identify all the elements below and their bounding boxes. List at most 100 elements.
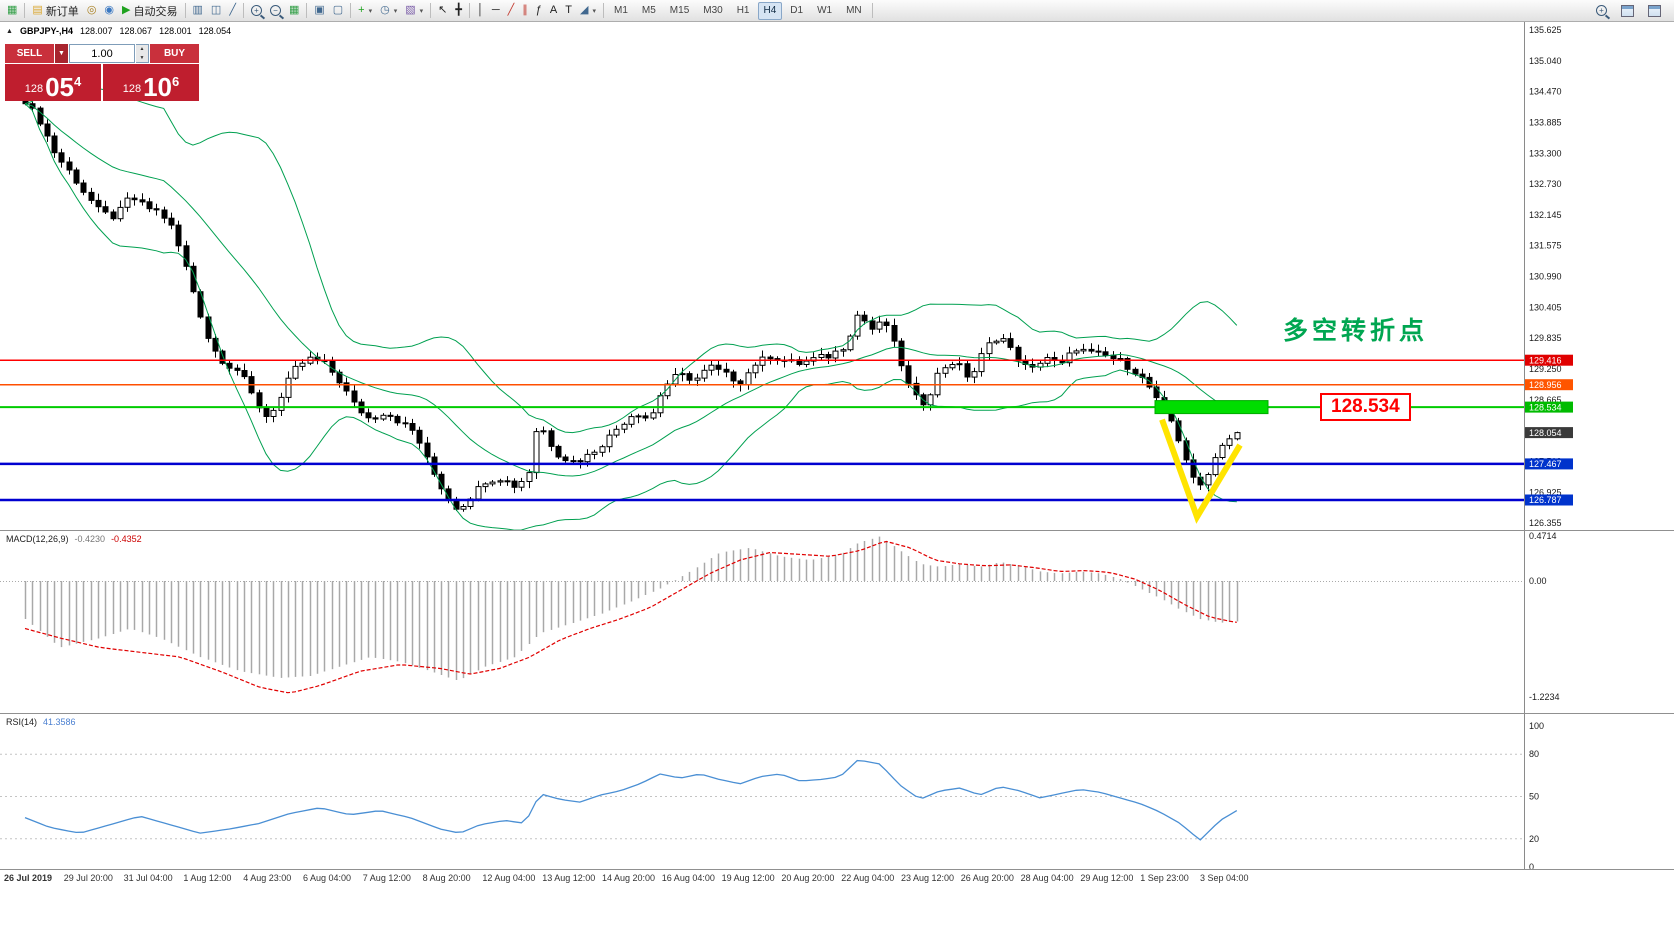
- fibonacci-button[interactable]: ƒ: [532, 1, 546, 21]
- arrange-windows-icon[interactable]: ▣: [310, 1, 328, 21]
- volume-increase-button[interactable]: ▲: [139, 46, 145, 53]
- time-axis-label: 23 Aug 12:00: [901, 873, 955, 883]
- new-order-button-label: 新订单: [45, 5, 79, 18]
- price-axis-label: 131.575: [1529, 240, 1562, 250]
- timeframe-h4[interactable]: H4: [757, 1, 783, 20]
- equidistant-channel-button[interactable]: ∥: [518, 1, 532, 21]
- price-tag-label: 127.467: [1529, 459, 1562, 469]
- window-list-button[interactable]: [1644, 1, 1665, 21]
- vertical-line-button[interactable]: │: [473, 1, 488, 21]
- volume-input[interactable]: 1.00: [69, 44, 135, 63]
- macd-main-value: -0.4230: [74, 534, 106, 544]
- timeframe-m15[interactable]: M15: [669, 4, 690, 16]
- rsi-axis[interactable]: 100 80 50 20 0: [1524, 714, 1545, 870]
- dropdown-arrow-icon: ▾: [419, 7, 424, 15]
- macd-histogram: [24, 536, 1239, 680]
- profiles-button[interactable]: ◷ ▾: [376, 1, 401, 21]
- chart-line-icon[interactable]: ╱: [225, 1, 240, 21]
- timeframe-m5[interactable]: M5: [641, 4, 656, 16]
- time-axis-label: 7 Aug 12:00: [362, 873, 411, 883]
- candlestick-chart[interactable]: 135.625 135.040 134.470 133.885 133.300 132.7…: [0, 22, 1674, 530]
- sell-price-big: 05: [45, 71, 75, 102]
- toolbar-separator: [184, 3, 186, 18]
- chart-bars-icon[interactable]: ▥: [189, 1, 207, 21]
- terminal-icon[interactable]: ▦: [3, 1, 21, 21]
- templates-icon: ▧: [405, 4, 416, 16]
- macd-axis[interactable]: 0.4714 0.00 -1.2234: [1524, 531, 1560, 714]
- crosshair-button[interactable]: ╋: [451, 1, 466, 21]
- time-axis-label: 12 Aug 04:00: [482, 873, 536, 883]
- search-button[interactable]: +: [1592, 1, 1611, 21]
- price-axis-label: 129.250: [1529, 364, 1562, 374]
- text-button[interactable]: A: [546, 1, 561, 21]
- timeframe-m30[interactable]: M30: [703, 4, 723, 16]
- rsi-axis-label: 0: [1529, 862, 1534, 870]
- time-axis[interactable]: 26 Jul 2019 29 Jul 20:00 31 Jul 04:00 1 Aug…: [0, 869, 1674, 944]
- timeframe-d1[interactable]: D1: [790, 4, 804, 16]
- price-axis-label: 126.925: [1529, 488, 1562, 498]
- shapes-button[interactable]: ◢ ▾: [576, 1, 600, 21]
- text-icon: A: [549, 4, 558, 16]
- price-axis-label: 132.730: [1529, 179, 1562, 189]
- price-tag: [1525, 401, 1573, 413]
- tile-grid-icon[interactable]: ▦: [285, 1, 303, 21]
- zoom-out-button[interactable]: −: [266, 1, 285, 21]
- time-axis-label: 19 Aug 12:00: [721, 873, 775, 883]
- cursor-button[interactable]: ↖: [434, 1, 451, 21]
- price-tag-label: 126.787: [1529, 495, 1562, 505]
- trade-dropdown-icon[interactable]: ▼: [55, 44, 68, 63]
- toolbar: ▦ ▤ 新订单 ◎ ◉ ▶ 自动交易 ▥ ◫ ╱ + − ▦ ▣ ▢ + ▾ ◷ ▾ ▧ ▾ ↖ ╋ │ ─ ╱ ∥ ƒ A T ◢ ▾ M1 M…: [0, 0, 1674, 22]
- timeframe-mn[interactable]: MN: [846, 4, 862, 16]
- rsi-chart[interactable]: 100 80 50 20 0: [0, 714, 1674, 870]
- trendline-button[interactable]: ╱: [504, 1, 519, 21]
- toolbar-right-group: +: [1592, 1, 1671, 21]
- new-order-button[interactable]: ▤ 新订单: [28, 1, 82, 21]
- mql5-community-icon[interactable]: ◎: [83, 1, 101, 21]
- autotrading-button[interactable]: ▶ 自动交易: [118, 1, 181, 21]
- cascade-windows-icon[interactable]: ▢: [329, 1, 347, 21]
- volume-decrease-button[interactable]: ▼: [139, 54, 145, 61]
- zoom-in-button[interactable]: +: [247, 1, 266, 21]
- price-callout-annotation[interactable]: 128.534: [1320, 393, 1411, 421]
- turning-point-annotation[interactable]: 多空转折点: [1283, 317, 1429, 345]
- time-axis-label: 16 Aug 04:00: [661, 873, 715, 883]
- price-chart-pane: 135.625 135.040 134.470 133.885 133.300 132.7…: [0, 22, 1674, 530]
- ohlc-close: 128.054: [198, 26, 232, 36]
- timeframe-h1[interactable]: H1: [736, 4, 750, 16]
- highlight-box[interactable]: [1154, 400, 1269, 415]
- price-tag: [1525, 354, 1573, 366]
- macd-name: MACD(12,26,9): [6, 534, 69, 544]
- price-axis-label: 135.040: [1529, 56, 1562, 66]
- time-axis-label: 14 Aug 20:00: [602, 873, 656, 883]
- timeframe-m1[interactable]: M1: [613, 4, 628, 16]
- price-axis-label: 126.355: [1529, 518, 1562, 528]
- price-axis-label: 130.990: [1529, 272, 1562, 282]
- zoom-in-icon: +: [250, 5, 262, 16]
- text-label-button[interactable]: T: [561, 1, 576, 21]
- expand-arrow-icon[interactable]: ▲: [6, 27, 13, 35]
- new-window-button[interactable]: [1617, 1, 1638, 21]
- bollinger-middle: [24, 103, 1238, 477]
- price-axis[interactable]: 135.625 135.040 134.470 133.885 133.300 132.7…: [1524, 22, 1562, 530]
- sell-price-button[interactable]: 128 05 4: [5, 64, 101, 101]
- horizontal-line-button[interactable]: ─: [488, 1, 504, 21]
- time-axis-label: 26 Jul 2019: [4, 873, 53, 883]
- time-axis-label: 31 Jul 04:00: [123, 873, 173, 883]
- sell-price-sup: 4: [74, 74, 82, 89]
- sell-button[interactable]: SELL: [5, 44, 54, 63]
- timeframe-w1[interactable]: W1: [817, 4, 833, 16]
- new-chart-button[interactable]: + ▾: [354, 1, 376, 21]
- time-axis-label: 28 Aug 04:00: [1020, 873, 1074, 883]
- vertical-line-icon: │: [477, 4, 484, 16]
- v-shape-annotation[interactable]: [1159, 418, 1243, 524]
- time-axis-label: 1 Sep 23:00: [1140, 873, 1189, 883]
- chart-candles-icon[interactable]: ◫: [207, 1, 225, 21]
- toolbar-separator: [469, 3, 470, 18]
- buy-price-button[interactable]: 128 10 6: [103, 64, 199, 101]
- buy-button[interactable]: BUY: [150, 44, 199, 63]
- profile-icon[interactable]: ◉: [100, 1, 118, 21]
- macd-chart[interactable]: 0.4714 0.00 -1.2234: [0, 531, 1674, 714]
- macd-signal-value: -0.4352: [111, 534, 142, 544]
- templates-button[interactable]: ▧ ▾: [401, 1, 427, 21]
- rsi-name: RSI(14): [6, 717, 38, 727]
